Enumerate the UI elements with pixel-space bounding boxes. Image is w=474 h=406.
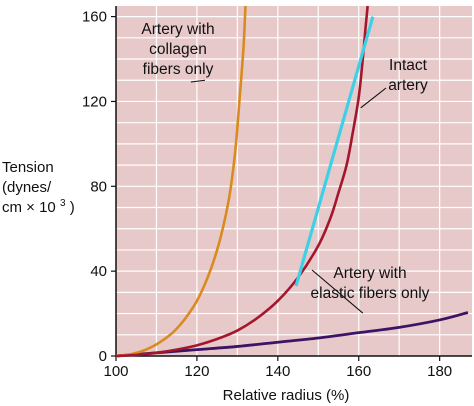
annotation-collagen: Artery with collagen fibers only bbox=[141, 21, 214, 78]
annotation-elastic-line-1: Artery with bbox=[333, 265, 406, 282]
x-axis-label: Relative radius (%) bbox=[223, 387, 350, 404]
annotation-pointer-elastic bbox=[311, 269, 364, 314]
y-axis-label-line-3: cm × 10 bbox=[2, 199, 56, 216]
annotation-collagen-line-1: Artery with bbox=[141, 21, 214, 38]
y-tick-label-0: 0 bbox=[99, 348, 107, 365]
annotation-intact-line-2: artery bbox=[388, 77, 428, 94]
x-tick-label-100: 100 bbox=[103, 363, 128, 380]
y-tick-label-160: 160 bbox=[82, 9, 107, 26]
y-axis-label-line-1: Tension bbox=[2, 159, 54, 176]
series-line-tangent bbox=[294, 16, 375, 287]
series-line-elastic bbox=[115, 311, 469, 358]
annotation-labels: Artery with collagen fibers only Intact arte… bbox=[141, 21, 429, 302]
x-tick-label-180: 180 bbox=[427, 363, 452, 380]
annotation-pointer-collagen bbox=[190, 79, 206, 83]
annotation-collagen-line-2: collagen bbox=[149, 41, 207, 58]
grid-lines bbox=[116, 6, 472, 356]
data-series bbox=[115, 5, 469, 358]
annotation-elastic: Artery with elastic fibers only bbox=[311, 265, 430, 302]
y-axis-label-close: ) bbox=[70, 199, 75, 216]
y-axis-label-line-2: (dynes/ bbox=[2, 179, 52, 196]
x-tick-label-140: 140 bbox=[265, 363, 290, 380]
annotation-collagen-line-3: fibers only bbox=[143, 61, 214, 78]
y-tick-label-80: 80 bbox=[90, 178, 107, 195]
annotation-intact-line-1: Intact bbox=[389, 57, 428, 74]
series-line-collagen bbox=[115, 5, 247, 358]
annotation-intact: Intact artery bbox=[388, 57, 428, 94]
annotation-elastic-line-2: elastic fibers only bbox=[311, 285, 430, 302]
plot-area bbox=[116, 6, 472, 356]
y-axis-label-superscript: 3 bbox=[60, 198, 66, 209]
annotation-pointer-intact bbox=[360, 87, 387, 109]
annotation-pointers bbox=[190, 79, 387, 314]
x-tick-label-120: 120 bbox=[184, 363, 209, 380]
y-tick-label-120: 120 bbox=[82, 93, 107, 110]
x-tick-label-160: 160 bbox=[346, 363, 371, 380]
axes bbox=[111, 6, 472, 361]
tick-labels: 100 120 140 160 180 0 40 80 120 160 bbox=[82, 9, 452, 380]
y-axis-label: Tension (dynes/ cm × 10 3 ) bbox=[2, 159, 75, 216]
y-tick-label-40: 40 bbox=[90, 263, 107, 280]
